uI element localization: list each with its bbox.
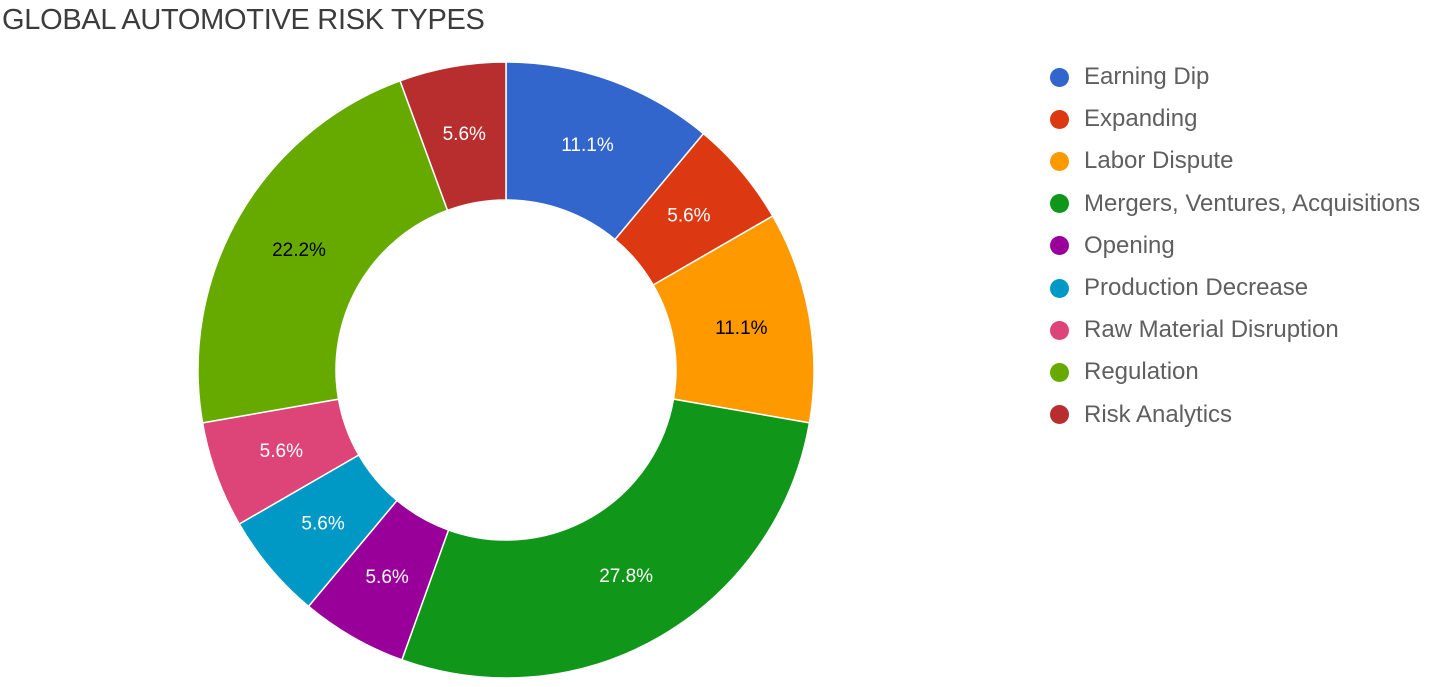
legend-item[interactable]: Opening xyxy=(1050,225,1420,267)
slice-value-label: 5.6% xyxy=(365,567,408,588)
legend-label: Opening xyxy=(1084,231,1175,259)
legend-swatch xyxy=(1050,151,1069,171)
slice-value-label: 11.1% xyxy=(715,318,768,339)
legend-label: Labor Dispute xyxy=(1084,147,1234,175)
donut-chart: 11.1% 5.6% 11.1% 27.8% 5.6% 5.6% 5.6% 22.2% 5.6% xyxy=(197,61,815,679)
legend-swatch xyxy=(1050,67,1069,87)
slice-risk-analytics[interactable] xyxy=(399,61,507,212)
slice-value-label: 5.6% xyxy=(301,513,344,534)
legend-item[interactable]: Expanding xyxy=(1050,98,1420,140)
legend-swatch xyxy=(1050,236,1069,256)
chart-title: GLOBAL AUTOMOTIVE RISK TYPES xyxy=(2,4,485,36)
slice-mergers-ventures-acquisitions[interactable] xyxy=(400,398,811,679)
legend-item[interactable]: Production Decrease xyxy=(1050,267,1420,309)
legend-item[interactable]: Mergers, Ventures, Acquisitions xyxy=(1050,183,1420,225)
chart-legend: Earning Dip Expanding Labor Dispute Mergers… xyxy=(1050,56,1420,436)
legend-swatch xyxy=(1050,362,1069,382)
slice-regulation[interactable] xyxy=(197,79,449,424)
legend-item[interactable]: Labor Dispute xyxy=(1050,140,1420,182)
slice-value-label: 5.6% xyxy=(667,206,710,227)
slice-value-label: 27.8% xyxy=(599,566,653,587)
legend-swatch xyxy=(1050,194,1069,214)
legend-label: Regulation xyxy=(1084,358,1199,386)
legend-swatch xyxy=(1050,405,1069,425)
legend-label: Risk Analytics xyxy=(1084,400,1233,428)
slice-value-label: 22.2% xyxy=(272,240,326,261)
legend-label: Mergers, Ventures, Acquisitions xyxy=(1084,189,1421,217)
legend-label: Earning Dip xyxy=(1084,63,1210,91)
slice-value-label: 5.6% xyxy=(260,441,303,462)
legend-item[interactable]: Raw Material Disruption xyxy=(1050,309,1420,351)
legend-swatch xyxy=(1050,278,1069,298)
legend-item[interactable]: Earning Dip xyxy=(1050,56,1420,98)
legend-item[interactable]: Regulation xyxy=(1050,351,1420,393)
legend-label: Production Decrease xyxy=(1084,274,1309,302)
legend-swatch xyxy=(1050,109,1069,129)
slice-value-label: 11.1% xyxy=(561,135,614,156)
slice-value-label: 5.6% xyxy=(443,124,486,145)
legend-swatch xyxy=(1050,320,1069,340)
legend-label: Expanding xyxy=(1084,105,1198,133)
legend-item[interactable]: Risk Analytics xyxy=(1050,394,1420,436)
legend-label: Raw Material Disruption xyxy=(1084,316,1339,344)
